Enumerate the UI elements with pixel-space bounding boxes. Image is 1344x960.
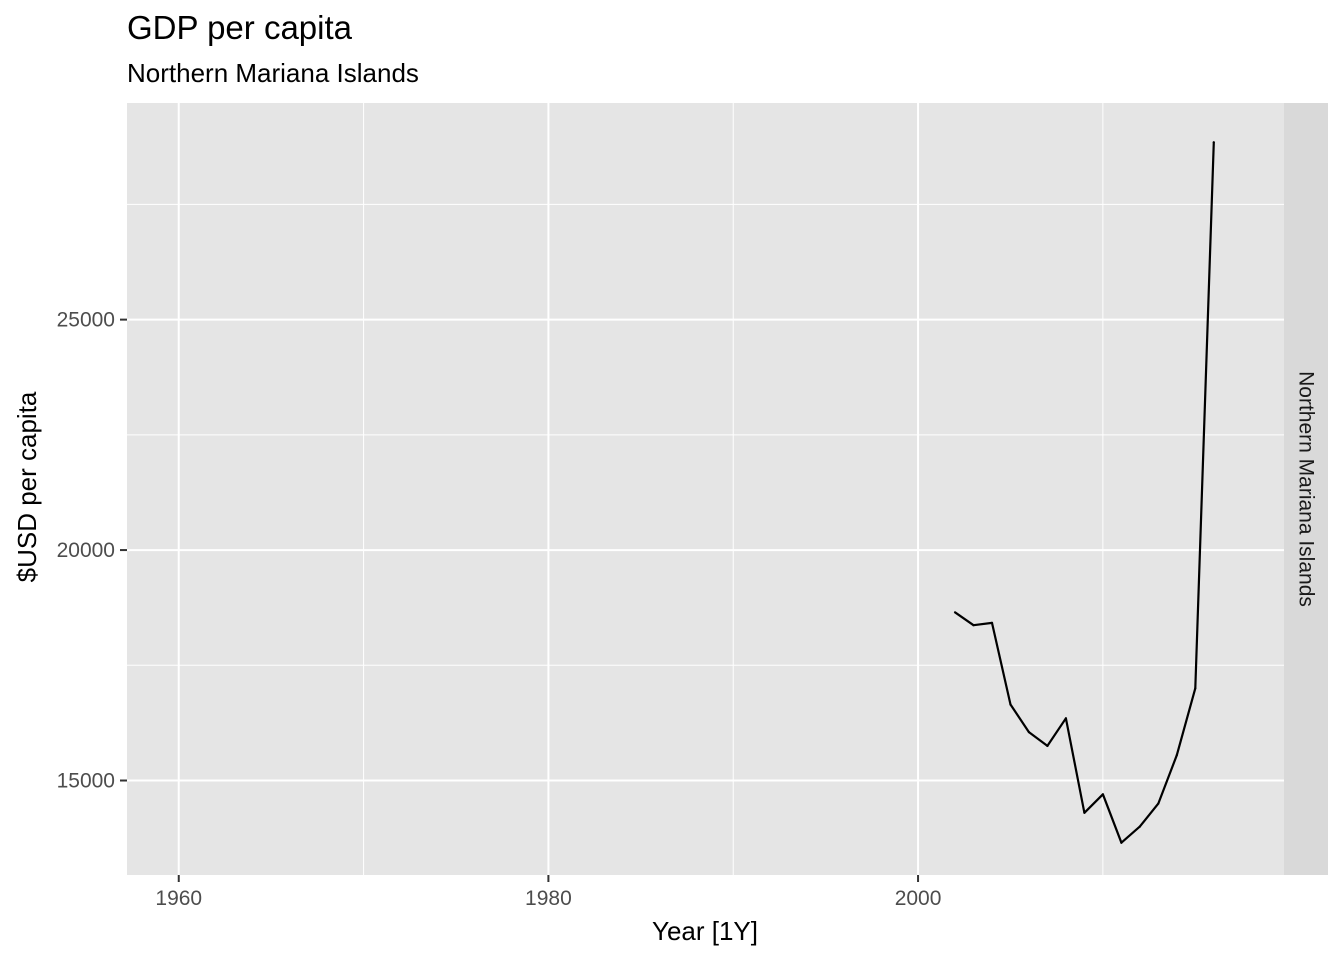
- plot-panel: [127, 103, 1284, 875]
- y-tick-label: 20000: [57, 539, 115, 562]
- data-point: [1046, 744, 1049, 748]
- data-point: [1194, 687, 1197, 690]
- data-point: [972, 624, 975, 627]
- major-gridlines: [127, 103, 1284, 875]
- data-point: [1101, 793, 1104, 796]
- y-axis-title: $USD per capita: [12, 391, 42, 582]
- data-point: [1157, 802, 1160, 805]
- x-axis: 1960 1980 2000: [155, 875, 941, 910]
- data-point: [990, 621, 994, 624]
- data-point: [1083, 811, 1086, 814]
- minor-gridlines: [127, 103, 1284, 875]
- x-tick-label: 1960: [155, 887, 202, 910]
- y-tick-label: 15000: [57, 770, 115, 793]
- data-point: [1212, 141, 1215, 144]
- chart-subtitle: Northern Mariana Islands: [127, 58, 419, 88]
- x-tick-label: 2000: [895, 887, 942, 910]
- data-point: [953, 611, 957, 614]
- series-layer: [953, 141, 1215, 844]
- facet-strip: [1284, 103, 1328, 875]
- data-point: [1027, 731, 1031, 734]
- data-point: [1138, 825, 1141, 828]
- chart-title: GDP per capita: [127, 9, 353, 46]
- data-point: [1120, 841, 1123, 844]
- x-axis-title: Year [1Y]: [652, 916, 758, 946]
- facet-strip-label: Northern Mariana Islands: [1295, 371, 1318, 607]
- data-point: [1064, 717, 1068, 720]
- data-point: [1175, 754, 1178, 757]
- y-axis: 15000 20000 25000: [57, 309, 127, 793]
- x-tick-label: 1980: [525, 887, 572, 910]
- data-point: [1009, 703, 1012, 706]
- y-tick-label: 25000: [57, 309, 115, 332]
